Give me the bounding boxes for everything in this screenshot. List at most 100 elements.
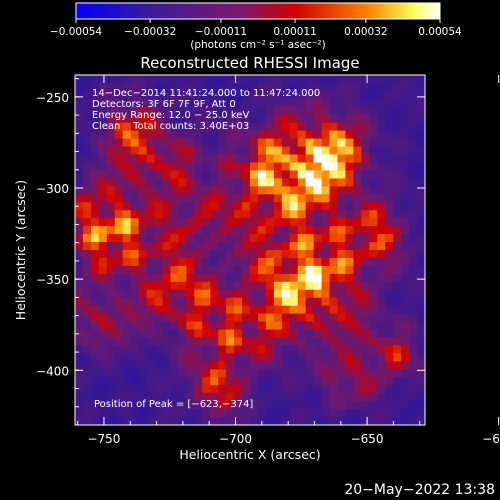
- heatmap-cell: [257, 210, 267, 219]
- heatmap-cell: [337, 281, 346, 291]
- heatmap-cell: [162, 297, 171, 307]
- heatmap-cell: [202, 210, 211, 219]
- heatmap-cell: [257, 369, 267, 378]
- heatmap-cell: [250, 75, 259, 84]
- heatmap-cell: [98, 138, 108, 147]
- heatmap-cell: [106, 242, 116, 251]
- heatmap-cell: [369, 393, 378, 402]
- heatmap-cell: [369, 98, 378, 108]
- heatmap-cell: [234, 401, 243, 410]
- heatmap-cell: [337, 369, 346, 378]
- heatmap-cell: [337, 194, 346, 203]
- heatmap-cell: [170, 409, 179, 418]
- heatmap-cell: [393, 90, 402, 100]
- heatmap-cell: [417, 130, 425, 140]
- heatmap-cell: [106, 218, 116, 227]
- heatmap-cell: [226, 321, 235, 330]
- y-tick-label: −250: [36, 91, 69, 105]
- heatmap-cell: [114, 377, 124, 386]
- heatmap-cell: [226, 417, 235, 425]
- heatmap-cell: [313, 345, 322, 354]
- heatmap-cell: [353, 377, 362, 386]
- heatmap-cell: [257, 281, 267, 291]
- heatmap-cell: [202, 329, 211, 338]
- heatmap-cell: [377, 353, 386, 362]
- heatmap-cell: [218, 409, 227, 418]
- heatmap-cell: [170, 289, 179, 299]
- heatmap-cell: [345, 305, 354, 315]
- heatmap-cell: [385, 122, 394, 132]
- heatmap-cell: [122, 162, 132, 171]
- heatmap-cell: [401, 297, 410, 307]
- heatmap-cell: [353, 297, 362, 307]
- heatmap-cell: [162, 202, 171, 211]
- heatmap-cell: [257, 146, 267, 155]
- heatmap-cell: [281, 122, 291, 132]
- heatmap-cell: [170, 114, 179, 124]
- heatmap-cell: [273, 289, 283, 299]
- heatmap-cell: [409, 257, 418, 267]
- heatmap-cell: [369, 194, 378, 203]
- heatmap-cell: [90, 98, 100, 108]
- heatmap-cell: [122, 329, 132, 338]
- heatmap-cell: [369, 114, 378, 124]
- heatmap-cell: [377, 401, 386, 410]
- heatmap-cell: [98, 75, 108, 84]
- heatmap-cell: [265, 122, 275, 132]
- heatmap-cell: [202, 281, 211, 291]
- heatmap-cell: [250, 178, 259, 187]
- heatmap-cell: [114, 162, 124, 171]
- heatmap-cell: [257, 242, 267, 251]
- heatmap-cell: [234, 273, 243, 283]
- heatmap-cell: [361, 369, 370, 378]
- heatmap-cell: [361, 361, 370, 370]
- heatmap-cell: [90, 122, 100, 132]
- heatmap-cell: [393, 138, 402, 147]
- heatmap-cell: [130, 409, 140, 418]
- heatmap-cell: [170, 353, 179, 362]
- heatmap-cell: [202, 75, 211, 84]
- heatmap-cell: [202, 218, 211, 227]
- heatmap-cell: [82, 361, 92, 370]
- heatmap-cell: [186, 337, 195, 346]
- heatmap-cell: [130, 305, 140, 315]
- heatmap-cell: [250, 106, 259, 116]
- heatmap-cell: [257, 90, 267, 100]
- heatmap-cell: [265, 409, 275, 418]
- heatmap-cell: [146, 250, 155, 259]
- heatmap-cell: [210, 409, 219, 418]
- heatmap-cell: [114, 154, 124, 163]
- heatmap-cell: [170, 178, 179, 187]
- heatmap-cell: [218, 393, 227, 402]
- heatmap-cell: [98, 329, 108, 338]
- heatmap-cell: [154, 337, 163, 346]
- heatmap-cell: [186, 250, 195, 259]
- heatmap-cell: [393, 265, 402, 275]
- heatmap-cell: [393, 106, 402, 116]
- heatmap-cell: [146, 393, 155, 402]
- heatmap-cell: [409, 361, 418, 370]
- heatmap-cell: [313, 409, 322, 418]
- heatmap-cell: [194, 385, 203, 394]
- heatmap-cell: [409, 226, 418, 235]
- heatmap-cell: [401, 242, 410, 251]
- heatmap-cell: [82, 186, 92, 195]
- heatmap-cell: [154, 114, 163, 124]
- heatmap-cell: [138, 75, 147, 84]
- heatmap-cell: [257, 202, 267, 211]
- heatmap-cell: [218, 130, 227, 140]
- heatmap-cell: [329, 122, 338, 132]
- heatmap-cell: [409, 194, 418, 203]
- heatmap-cell: [226, 289, 235, 299]
- heatmap-cell: [242, 265, 251, 275]
- heatmap-cell: [138, 98, 147, 108]
- heatmap-cell: [122, 210, 132, 219]
- heatmap-cell: [130, 82, 140, 92]
- heatmap-cell: [75, 226, 84, 235]
- heatmap-cell: [369, 409, 378, 418]
- heatmap-cell: [138, 90, 147, 100]
- heatmap-cell: [273, 321, 283, 330]
- heatmap-cell: [202, 273, 211, 283]
- heatmap-cell: [377, 393, 386, 402]
- heatmap-cell: [361, 337, 370, 346]
